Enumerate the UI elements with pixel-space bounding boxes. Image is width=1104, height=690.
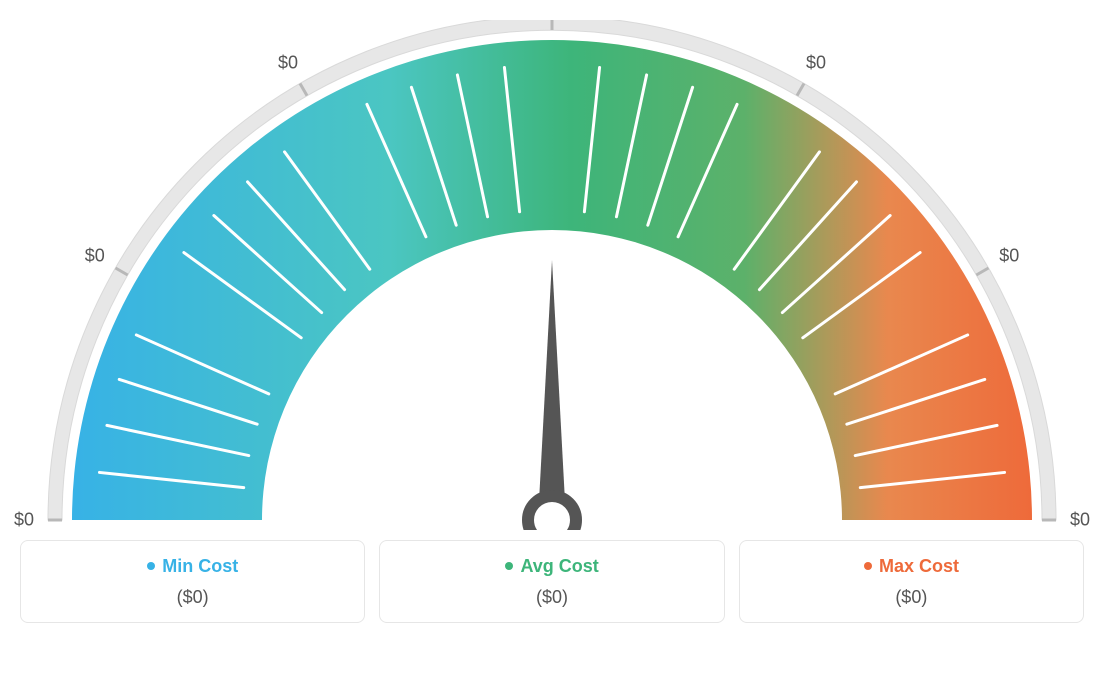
legend-title-min: Min Cost bbox=[31, 557, 354, 577]
legend-row: Min Cost ($0) Avg Cost ($0) Max Cost ($0… bbox=[20, 540, 1084, 623]
gauge-tick-label: $0 bbox=[278, 52, 298, 73]
legend-card-max: Max Cost ($0) bbox=[739, 540, 1084, 623]
legend-value-avg: ($0) bbox=[390, 587, 713, 608]
legend-dot-avg bbox=[505, 562, 513, 570]
gauge-tick-label: $0 bbox=[14, 510, 34, 531]
legend-label-avg: Avg Cost bbox=[520, 556, 598, 576]
gauge-svg bbox=[20, 20, 1084, 530]
gauge-tick-label: $0 bbox=[999, 246, 1019, 267]
legend-label-max: Max Cost bbox=[879, 556, 959, 576]
legend-value-min: ($0) bbox=[31, 587, 354, 608]
legend-card-avg: Avg Cost ($0) bbox=[379, 540, 724, 623]
legend-card-min: Min Cost ($0) bbox=[20, 540, 365, 623]
legend-title-max: Max Cost bbox=[750, 557, 1073, 577]
legend-dot-min bbox=[147, 562, 155, 570]
gauge-tick-label: $0 bbox=[806, 52, 826, 73]
gauge-tick-label: $0 bbox=[1070, 510, 1090, 531]
gauge-chart: $0$0$0$0$0$0$0 bbox=[20, 20, 1084, 530]
legend-value-max: ($0) bbox=[750, 587, 1073, 608]
legend-title-avg: Avg Cost bbox=[390, 557, 713, 577]
legend-dot-max bbox=[864, 562, 872, 570]
gauge-tick-label: $0 bbox=[542, 0, 562, 3]
legend-label-min: Min Cost bbox=[162, 556, 238, 576]
gauge-tick-label: $0 bbox=[85, 246, 105, 267]
